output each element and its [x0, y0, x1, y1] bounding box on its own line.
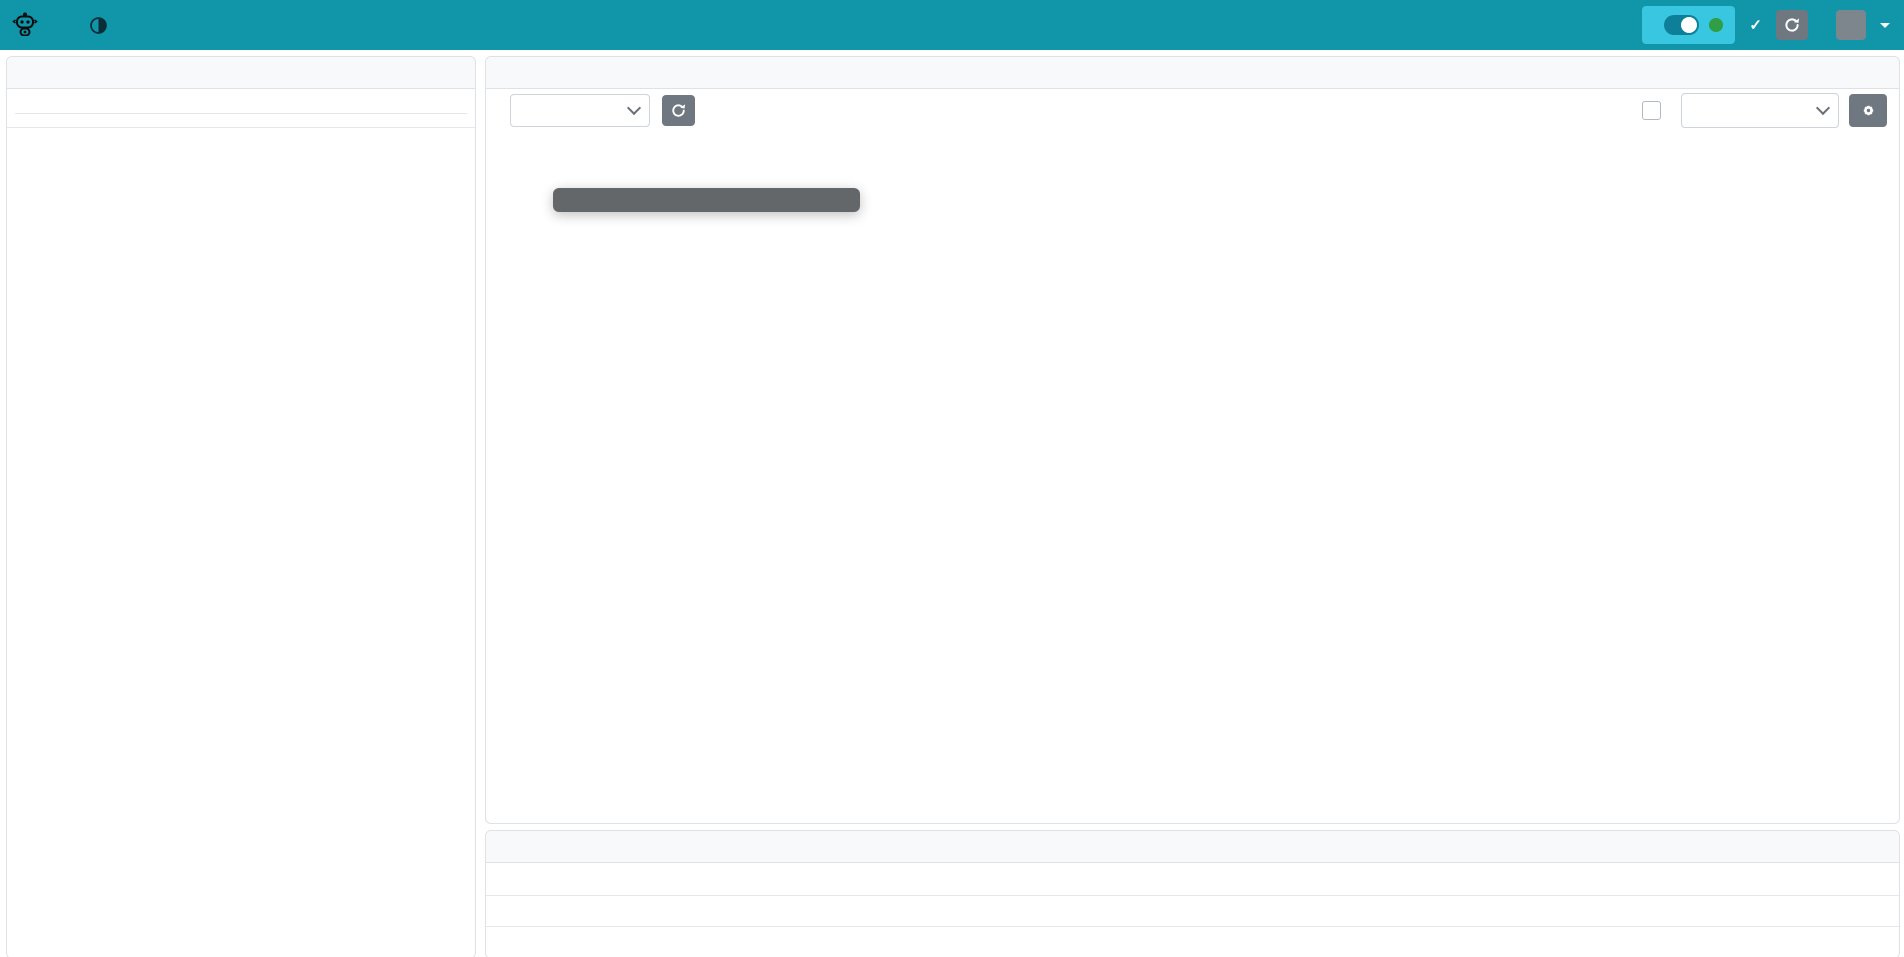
gear-icon [1863, 105, 1873, 115]
trades-table-header [486, 863, 1899, 896]
theme-toggle-button[interactable] [88, 15, 109, 36]
pairs-tabs [15, 113, 467, 114]
pair-list [7, 127, 475, 128]
avatar-caret-icon[interactable] [1880, 22, 1890, 28]
robot-logo-icon [12, 10, 38, 41]
reload-icon [672, 103, 686, 117]
chart-title [486, 57, 1899, 89]
chevron-down-icon [1815, 100, 1831, 116]
chart-right-controls [1642, 92, 1887, 128]
open-trades-title [486, 831, 1899, 863]
bot-status-box[interactable] [1642, 6, 1736, 44]
pair-select[interactable] [510, 93, 650, 127]
chevron-down-icon [626, 100, 642, 116]
bot-toggle-switch[interactable] [1664, 15, 1700, 35]
navbar-reload-button[interactable] [1776, 10, 1808, 40]
check-icon: ✓ [1749, 17, 1762, 34]
trades-empty-text [486, 896, 1899, 927]
navbar: ✓ [0, 0, 1904, 50]
multi-pane-title [7, 57, 475, 89]
chart-card [485, 56, 1900, 824]
chart-tooltip [553, 188, 860, 212]
chart-controls [486, 89, 1899, 131]
chart-reload-button[interactable] [662, 94, 695, 126]
navbar-right: ✓ [1642, 6, 1890, 44]
heikin-ashi-checkbox[interactable] [1642, 100, 1661, 120]
multi-pane-card [6, 56, 476, 957]
brand[interactable] [12, 10, 46, 41]
open-trades-card [485, 830, 1900, 957]
reload-icon [1785, 18, 1800, 32]
plot-config-select[interactable] [1681, 92, 1839, 128]
chart-settings-button[interactable] [1849, 93, 1887, 127]
bot-online-indicator [1709, 18, 1724, 32]
user-avatar[interactable] [1836, 10, 1866, 40]
theme-half-circle-icon [90, 16, 107, 34]
price-chart[interactable] [486, 151, 1899, 823]
